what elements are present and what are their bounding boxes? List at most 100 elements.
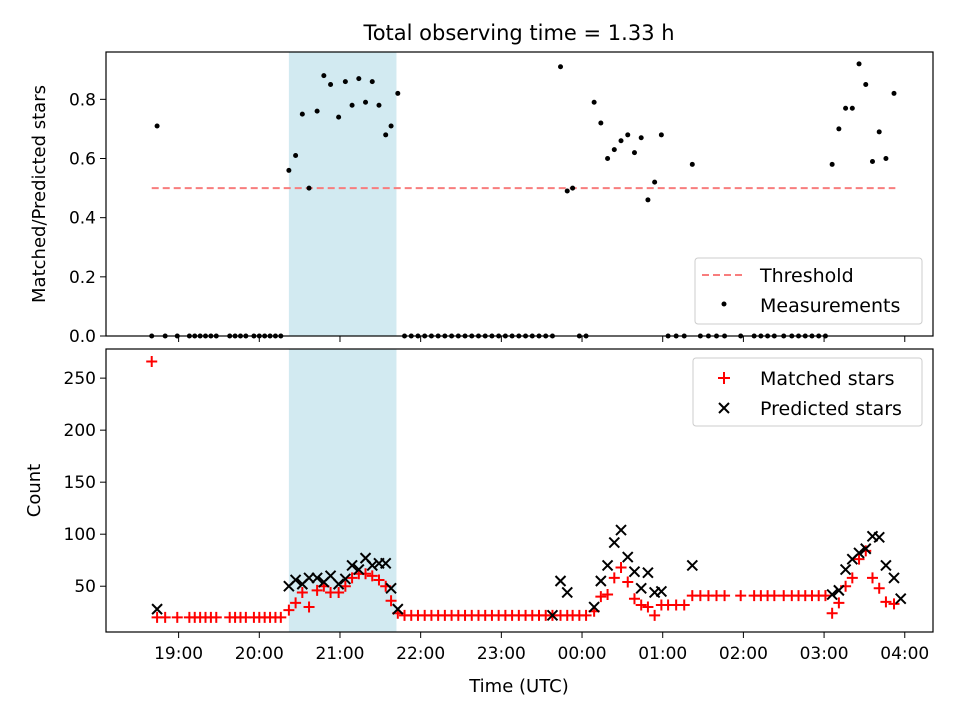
measurement-point (605, 156, 611, 161)
measurement-point (591, 99, 597, 105)
matched-point (635, 599, 647, 611)
matched-point (735, 590, 747, 602)
predicted-point (873, 531, 885, 544)
matched-point (888, 598, 900, 610)
measurement-point (293, 153, 299, 159)
measurement-point (306, 185, 312, 191)
predicted-point (546, 609, 559, 622)
ratio-panel: 0.0 0.2 0.4 0.6 0.8 Matched/Predicted stars T… (29, 51, 934, 347)
measurement-point (395, 90, 401, 96)
matched-point (290, 597, 302, 609)
predicted-point (655, 585, 668, 598)
legend-frame (692, 357, 923, 427)
legend-frame (694, 257, 923, 325)
matched-point (303, 601, 315, 613)
matched-point (346, 572, 358, 584)
predicted-point (839, 563, 852, 576)
matched-point (602, 589, 614, 601)
measurement-point (299, 111, 305, 117)
predicted-point (826, 588, 838, 601)
matched-point (608, 572, 620, 584)
measurement-point (645, 197, 651, 203)
predicted-point (615, 524, 627, 536)
predicted-point (686, 559, 699, 572)
legend-threshold-label: Threshold (759, 265, 854, 287)
matched-point (819, 590, 831, 602)
cross-glyph (718, 402, 730, 414)
matched-point (580, 609, 592, 621)
measurement-point (611, 147, 617, 153)
y-tick-label: 250 (64, 369, 96, 389)
matched-point (615, 561, 627, 573)
x-axis-label: Time (UTC) (468, 676, 569, 697)
predicted-point (635, 582, 647, 595)
measurement-point (598, 120, 604, 126)
measurement-point (843, 105, 849, 111)
matched-point (171, 611, 183, 623)
predicted-point (860, 543, 872, 555)
predicted-point (595, 575, 607, 587)
measurement-point (314, 108, 320, 114)
ratio-legend: Threshold Measurements (694, 257, 923, 325)
predicted-point (880, 559, 892, 572)
predicted-point (554, 575, 567, 587)
x-tick-label: 19:00 (154, 644, 203, 664)
matched-point (385, 595, 397, 607)
measurement-point (328, 82, 334, 88)
measurement-point (625, 132, 631, 138)
matched-point (146, 355, 158, 367)
measurement-point (356, 76, 362, 82)
matched-point (826, 607, 838, 619)
measurement-point (869, 158, 875, 164)
predicted-point (346, 559, 358, 572)
legend-measurement-marker (721, 301, 727, 307)
measurement-point (363, 99, 369, 105)
legend-predicted-marker (718, 402, 730, 414)
matched-point (296, 586, 308, 598)
predicted-point (353, 563, 365, 576)
predicted-point (622, 551, 634, 563)
y-axis-label: Matched/Predicted stars (29, 85, 50, 303)
plus-glyph (718, 372, 730, 384)
measurement-point (383, 132, 389, 138)
measurement-point (876, 129, 882, 135)
matched-point (628, 593, 640, 605)
observing-window-highlight (288, 52, 397, 336)
measurement-point (638, 135, 644, 141)
predicted-point (601, 559, 614, 572)
measurement-point (321, 73, 327, 79)
matched-point (642, 601, 654, 613)
predicted-point (628, 565, 641, 578)
matched-point (622, 576, 634, 588)
measurement-point (570, 185, 576, 191)
predicted-point (833, 584, 845, 597)
y-tick-label: 0.2 (69, 268, 96, 288)
predicted-point (888, 572, 900, 584)
predicted-point (339, 573, 352, 585)
predicted-point (332, 578, 345, 590)
measurement-point (849, 105, 855, 111)
matched-point (678, 599, 690, 611)
measurement-point (388, 123, 394, 129)
measurement-point (558, 64, 564, 70)
matched-point (311, 584, 323, 596)
matched-point (649, 609, 661, 621)
matched-point (866, 572, 878, 584)
measurement-point (369, 79, 375, 85)
legend-measurement-label: Measurements (760, 295, 900, 317)
x-tick-label: 03:00 (800, 644, 849, 664)
y-tick-label: 0.6 (69, 150, 96, 170)
predicted-point (379, 557, 392, 570)
chart-title: Total observing time = 1.33 h (362, 21, 674, 45)
measurement-point (863, 82, 869, 88)
predicted-point (608, 536, 621, 549)
predicted-point (588, 601, 600, 613)
x-tick-label: 01:00 (638, 644, 687, 664)
measurement-point (342, 79, 348, 85)
predicted-point (642, 566, 654, 579)
measurement-point (829, 161, 835, 167)
y-tick-label: 50 (74, 577, 96, 597)
measurement-point (564, 188, 570, 194)
y-tick-label: 0.4 (69, 209, 96, 229)
